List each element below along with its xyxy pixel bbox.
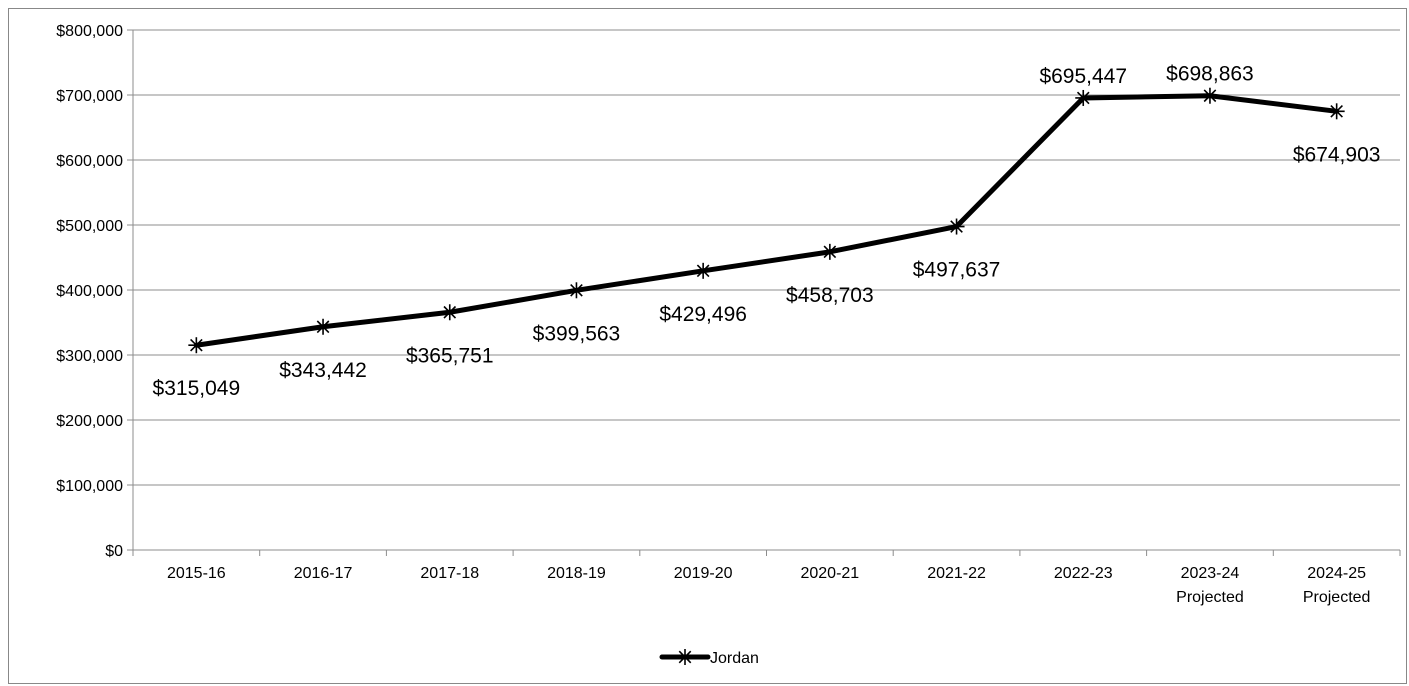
data-point-marker: [948, 218, 965, 235]
y-tick-label: $300,000: [56, 348, 123, 365]
data-label: $698,863: [1166, 63, 1254, 86]
y-tick-label: $0: [105, 543, 123, 560]
data-label: $399,563: [533, 322, 621, 345]
x-tick-label: 2020-21: [800, 565, 859, 582]
data-point-marker: [441, 304, 458, 321]
data-point-marker: [1201, 87, 1218, 104]
x-tick-label: 2022-23: [1054, 565, 1113, 582]
chart-frame: [8, 8, 1407, 684]
y-tick-label: $600,000: [56, 153, 123, 170]
x-tick-label: 2019-20: [674, 565, 733, 582]
x-tick-label: 2018-19: [547, 565, 606, 582]
y-tick-label: $200,000: [56, 413, 123, 430]
y-tick-label: $100,000: [56, 478, 123, 495]
data-label: $365,751: [406, 344, 494, 367]
data-label: $315,049: [153, 377, 241, 400]
data-label: $695,447: [1039, 65, 1127, 88]
x-tick-label: 2023-24 Projected: [1176, 565, 1244, 606]
series-line-jordan: [193, 93, 1340, 348]
data-point-marker: [315, 318, 332, 335]
data-point-marker: [188, 337, 205, 354]
x-tick-label: 2024-25 Projected: [1303, 565, 1371, 606]
legend-label: Jordan: [710, 650, 759, 667]
data-label: $343,442: [279, 359, 367, 382]
data-label: $674,903: [1293, 143, 1381, 166]
y-tick-label: $800,000: [56, 23, 123, 40]
x-tick-label: 2015-16: [167, 565, 226, 582]
data-label: $458,703: [786, 284, 874, 307]
data-point-marker: [568, 282, 585, 299]
data-point-marker: [821, 243, 838, 260]
data-point-marker: [1075, 89, 1092, 106]
y-tick-label: $500,000: [56, 218, 123, 235]
x-tick-label: 2017-18: [420, 565, 479, 582]
legend-marker: [677, 649, 693, 665]
data-label: $497,637: [913, 259, 1001, 282]
y-tick-label: $700,000: [56, 88, 123, 105]
y-tick-label: $400,000: [56, 283, 123, 300]
data-point-marker: [695, 262, 712, 279]
x-tick-label: 2021-22: [927, 565, 986, 582]
data-point-marker: [1328, 103, 1345, 120]
data-label: $429,496: [659, 303, 747, 326]
x-tick-label: 2016-17: [294, 565, 353, 582]
